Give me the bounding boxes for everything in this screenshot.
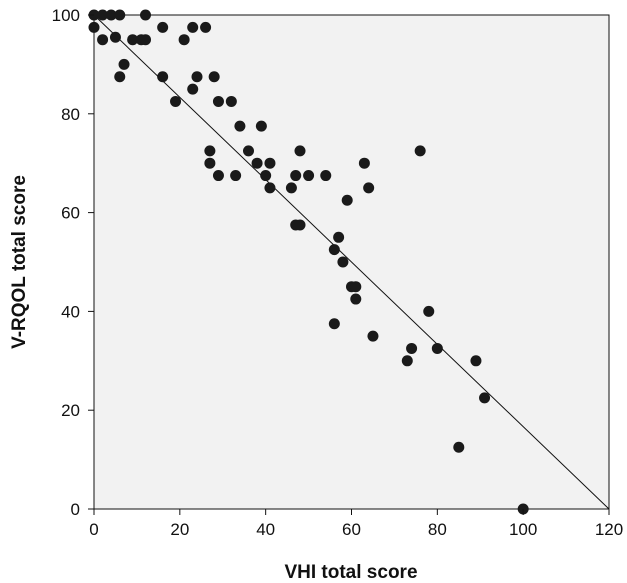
data-point (337, 256, 349, 268)
y-axis-title: V-RQOL total score (9, 175, 30, 349)
data-point (204, 157, 216, 169)
data-point (453, 441, 465, 453)
data-point (479, 392, 491, 404)
data-point (303, 170, 315, 182)
data-point (406, 342, 418, 354)
data-point (88, 21, 100, 33)
data-point (423, 305, 435, 317)
y-tick-label: 40 (61, 302, 80, 321)
data-point (264, 157, 276, 169)
y-tick-label: 100 (52, 6, 80, 25)
data-point (187, 21, 199, 33)
data-point (200, 21, 212, 33)
data-point (97, 9, 109, 21)
data-point (114, 71, 126, 83)
data-point (109, 31, 121, 43)
data-point (363, 182, 375, 194)
y-tick-label: 0 (71, 500, 80, 519)
data-point (234, 120, 246, 132)
data-point (328, 244, 340, 256)
x-axis-title: VHI total score (284, 562, 417, 583)
data-point (97, 34, 109, 46)
data-point (204, 145, 216, 157)
reference-line (93, 14, 610, 510)
y-tick-label: 20 (61, 401, 80, 420)
data-point (230, 170, 242, 182)
data-point (140, 9, 151, 21)
data-point (178, 34, 190, 46)
data-point (401, 355, 413, 367)
data-point (414, 145, 426, 157)
x-tick-label: 120 (595, 520, 623, 539)
data-point (157, 71, 169, 83)
data-point (208, 71, 220, 83)
data-point (260, 170, 272, 182)
data-point (187, 83, 199, 95)
data-point (290, 170, 302, 182)
data-point (105, 9, 117, 21)
x-tick-label: 100 (509, 520, 537, 539)
data-point (294, 145, 306, 157)
y-tick-label: 60 (61, 204, 80, 223)
data-point (358, 157, 370, 169)
y-tick-label: 80 (61, 105, 80, 124)
data-point (350, 281, 362, 293)
data-point (118, 58, 130, 70)
data-point (251, 157, 263, 169)
data-point (328, 318, 340, 330)
data-point (255, 120, 267, 132)
data-point (264, 182, 276, 194)
x-tick-label: 0 (89, 520, 98, 539)
data-point (294, 219, 306, 231)
data-point (212, 170, 224, 182)
data-point (243, 145, 254, 157)
data-point (170, 95, 182, 107)
data-point (157, 21, 169, 33)
data-point (320, 170, 332, 182)
data-point (350, 293, 362, 305)
data-point (341, 194, 353, 206)
x-tick-label: 80 (428, 520, 447, 539)
data-point (140, 34, 151, 46)
data-point (212, 95, 224, 107)
x-tick-label: 40 (256, 520, 275, 539)
data-point (285, 182, 297, 194)
data-point (367, 330, 379, 342)
x-tick-label: 20 (170, 520, 189, 539)
data-point (114, 9, 126, 21)
data-point (127, 34, 139, 46)
x-tick-label: 60 (342, 520, 361, 539)
data-point (333, 231, 345, 243)
data-point (191, 71, 203, 83)
data-point (225, 95, 237, 107)
data-point (470, 355, 482, 367)
data-point (431, 342, 443, 354)
